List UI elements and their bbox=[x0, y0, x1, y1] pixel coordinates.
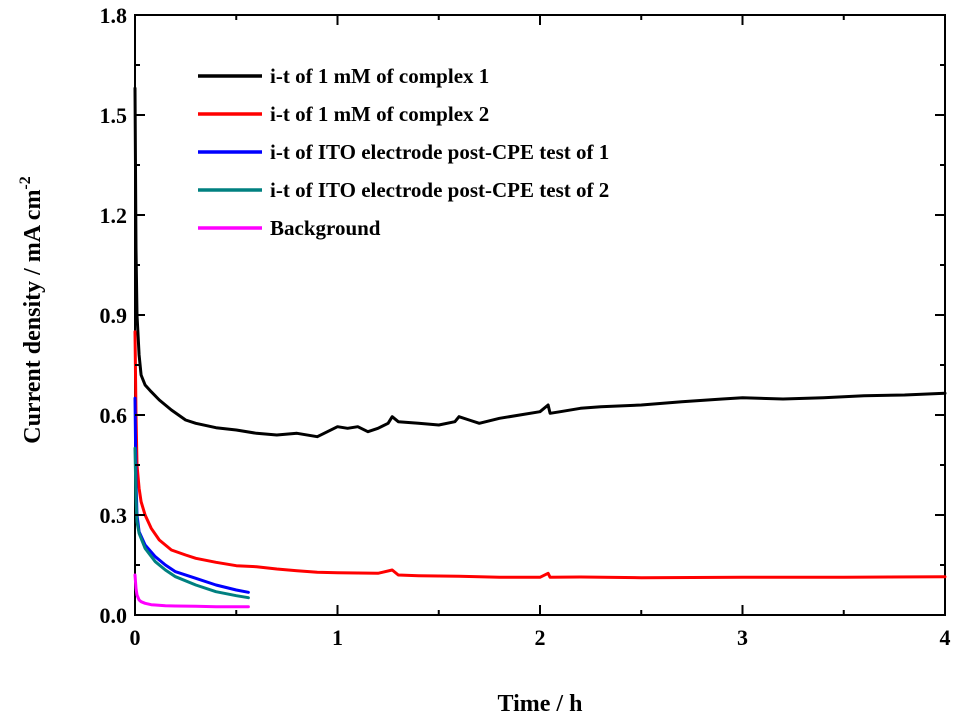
y-tick-label: 0.3 bbox=[100, 503, 128, 528]
y-axis-title: Current density / mA cm-2 bbox=[17, 176, 46, 444]
y-axis-title-superscript: -2 bbox=[17, 176, 34, 189]
y-tick-label: 0.0 bbox=[100, 603, 128, 628]
y-tick-label: 1.2 bbox=[100, 203, 128, 228]
series-line-5 bbox=[133, 573, 250, 609]
series-line-1 bbox=[133, 86, 947, 439]
plot-area-border bbox=[134, 14, 946, 616]
series-line-4 bbox=[133, 446, 250, 600]
x-tick-label: 4 bbox=[940, 625, 951, 650]
y-tick-label: 0.9 bbox=[100, 303, 128, 328]
x-tick-label: 3 bbox=[737, 625, 748, 650]
x-axis-title: Time / h bbox=[498, 691, 583, 717]
legend-label-1: i-t of 1 mM of complex 1 bbox=[270, 64, 489, 88]
legend-label-4: i-t of ITO electrode post-CPE test of 2 bbox=[270, 178, 609, 202]
x-tick-label: 2 bbox=[535, 625, 546, 650]
y-tick-label: 1.5 bbox=[100, 103, 128, 128]
legend-label-3: i-t of ITO electrode post-CPE test of 1 bbox=[270, 140, 609, 164]
series-line-3 bbox=[133, 396, 250, 594]
y-tick-label: 0.6 bbox=[100, 403, 128, 428]
legend-label-2: i-t of 1 mM of complex 2 bbox=[270, 102, 489, 126]
series-line-2 bbox=[133, 330, 947, 580]
series-layer bbox=[133, 86, 947, 609]
legend-label-5: Background bbox=[270, 216, 381, 240]
x-tick-label: 1 bbox=[332, 625, 343, 650]
y-tick-label: 1.8 bbox=[100, 3, 128, 28]
x-tick-label: 0 bbox=[130, 625, 141, 650]
legend: i-t of 1 mM of complex 1 i-t of 1 mM of c… bbox=[198, 64, 609, 240]
y-axis-title-main: Current density / mA cm bbox=[20, 190, 46, 444]
ticks-layer: 0 1 2 3 4 0.0 0.3 0.6 0.9 1.2 1.5 1.8 bbox=[100, 3, 951, 650]
plot-frame bbox=[134, 14, 946, 616]
